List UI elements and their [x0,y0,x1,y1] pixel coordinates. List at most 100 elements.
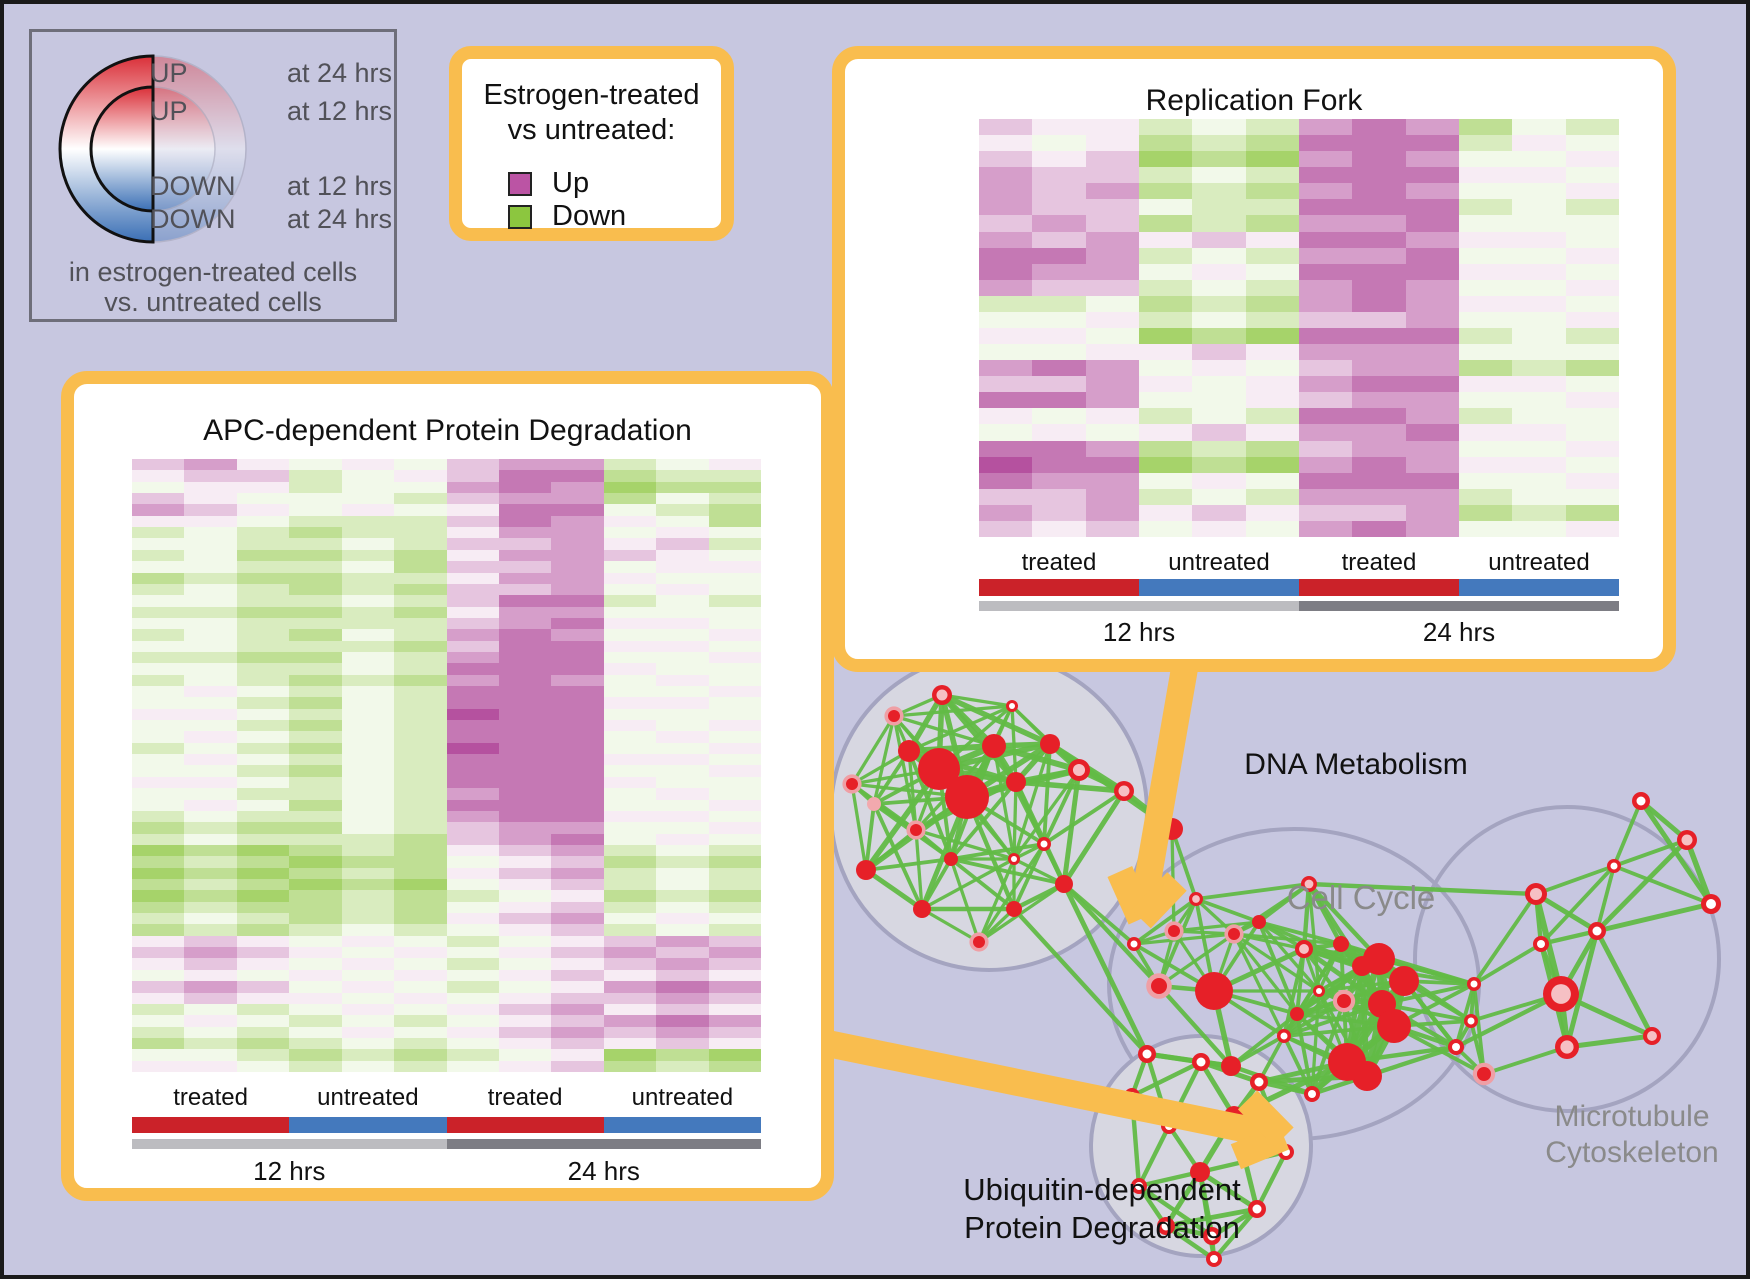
heatmap-cell [341,765,395,777]
heatmap-cell [236,810,290,823]
heatmap-cell [1138,392,1193,409]
heatmap-cell [1565,151,1619,168]
heatmap-cell [132,913,185,925]
heatmap-cell [1192,199,1246,216]
heatmap-cell [341,992,395,1004]
heatmap-cell [1512,215,1566,232]
heatmap-cell [979,488,1033,505]
heatmap-cell [498,538,552,550]
heatmap-cell [236,1060,290,1072]
network-edge [850,715,896,785]
heatmap-cell [498,799,552,811]
heatmap-cell [1138,295,1193,312]
heatmap-cell [1032,167,1086,184]
heatmap-cell [551,617,604,630]
heatmap-cell [1192,408,1246,425]
heatmap-cell [1458,135,1513,152]
heatmap-cell [1512,360,1566,377]
network-node-ringpink [1643,1027,1661,1045]
heatmap-cell [551,776,604,789]
heatmap-cell [1032,360,1086,377]
heatmap-cell [656,720,709,732]
heatmap-cell [446,481,499,494]
heatmap-cell [1192,424,1246,441]
rep-treatment-colorbar [979,579,1619,596]
heatmap-cell [1458,520,1513,537]
heatmap-cell [708,776,761,789]
microtubule-label-line2: Cytoskeleton [1545,1136,1718,1169]
heatmap-cell [132,958,185,970]
heatmap-cell [979,183,1033,200]
heatmap-cell [1458,504,1513,521]
heatmap-cell [551,629,604,641]
heatmap-cell [1298,408,1353,425]
heatmap-cell [1352,231,1406,248]
network-edge [893,714,995,748]
network-node-solid [1389,966,1419,996]
heatmap-cell [1138,344,1193,361]
apc-group-label-treated-12: treated [173,1084,248,1111]
heatmap-cell [979,360,1033,377]
heatmap-cell [1138,440,1193,457]
network-node-ring [1277,1029,1291,1043]
heatmap-cell [1458,472,1513,489]
network-edge [1684,839,1714,905]
heatmap-cell [236,515,290,528]
heatmap-cell [1245,215,1299,232]
heatmap-cell [394,481,447,494]
heatmap-cell [708,1037,761,1050]
red-blue-ring-diagram [58,54,247,244]
network-node-ring [1304,1086,1320,1102]
network-edge [1381,982,1475,1006]
heatmap-cell [1405,215,1459,232]
heatmap-cell [289,1015,342,1027]
heatmap-cell [394,459,447,471]
heatmap-cell [1352,263,1406,280]
heatmap-cell [498,459,552,471]
network-node-halo [1332,989,1356,1013]
rep-time-label-24hrs: 24 hrs [1422,617,1496,647]
network-edge [1454,983,1476,1048]
heatmap-cell [1138,167,1193,184]
heatmap-cell [551,731,604,743]
heatmap-cell [184,1049,237,1061]
heatmap-cell [656,686,709,698]
heatmap-cell [1085,135,1139,152]
heatmap-cell [1085,199,1139,216]
network-edge [1012,781,1018,860]
heatmap-cell [1192,440,1246,457]
heatmap-cell [132,595,185,607]
heatmap-cell [498,617,552,630]
heatmap-cell [498,856,552,868]
heatmap-cell [1512,151,1566,168]
heatmap-cell [341,708,395,721]
network-node-ringpink [932,685,952,705]
heatmap-cell [656,481,709,494]
heatmap-cell [1032,408,1086,425]
heatmap-cell [184,844,237,857]
heatmap-cell [132,776,185,789]
heatmap-cell [132,1015,185,1027]
heatmap-cell [708,640,761,652]
network-edge [1612,800,1643,867]
heatmap-cell [236,856,290,868]
replication-fork-title: Replication Fork [1145,84,1363,117]
heatmap-cell [656,527,709,539]
heatmap-cell [656,651,709,664]
heatmap-cell [289,697,342,709]
heatmap-cell [1565,247,1619,264]
heatmap-cell [551,867,604,880]
heatmap-cell [1512,392,1566,409]
heatmap-cell [236,935,290,948]
heatmap-cell [708,765,761,777]
heatmap-cell [603,958,657,970]
colorbar-segment [1459,579,1619,596]
heatmap-cell [132,481,185,494]
heatmap-cell [1245,167,1299,184]
heatmap-cell [1032,456,1086,473]
heatmap-cell [1405,247,1459,264]
heatmap-cell [184,799,237,811]
heatmap-cell [498,561,552,573]
heatmap-cell [236,1037,290,1050]
heatmap-cell [184,867,237,880]
